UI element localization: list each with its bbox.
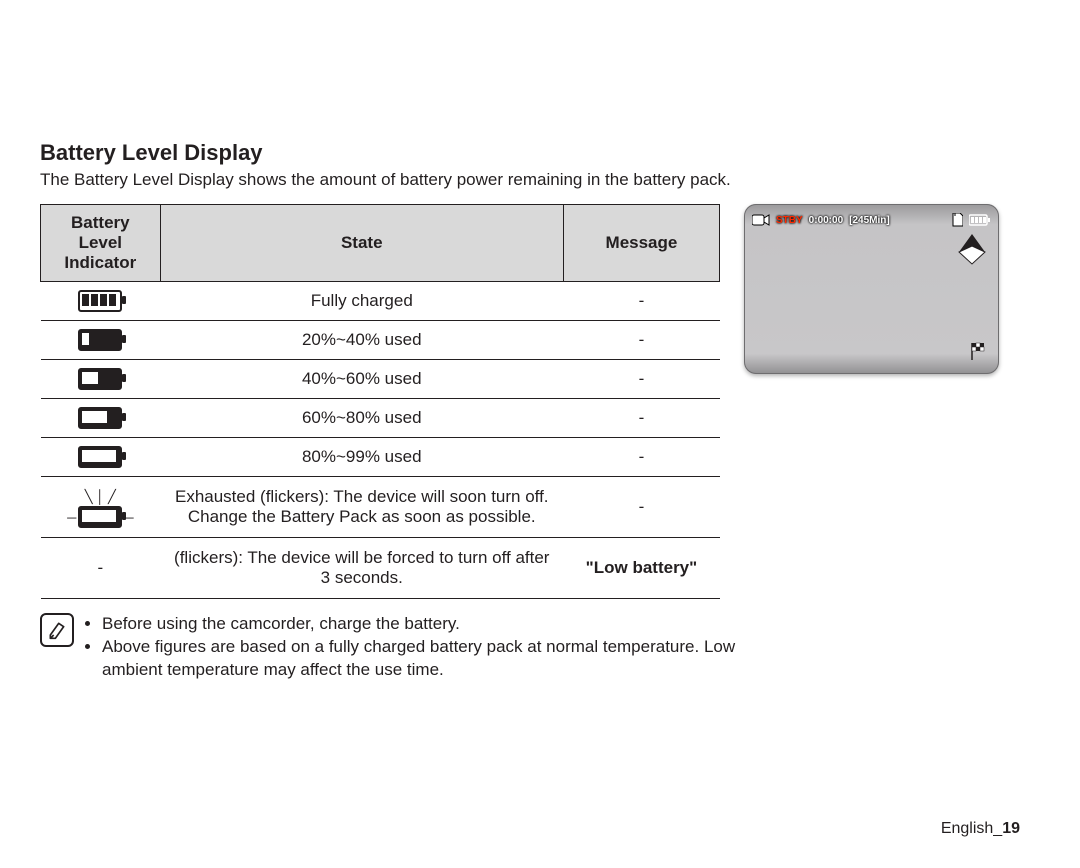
state-cell: (flickers): The device will be forced to… [160,538,563,599]
table-row: 60%~80% used - [41,399,720,438]
th-state: State [160,205,563,282]
lcd-preview: STBY 0:00:00 [245Min] [744,204,999,374]
note-item: Above figures are based on a fully charg… [102,636,760,682]
checkered-flag-icon [969,341,989,366]
state-cell: 40%~60% used [160,360,563,399]
message-cell: - [563,282,719,321]
state-cell: 20%~40% used [160,321,563,360]
battery-small-icon [969,214,991,226]
compass-icon [955,232,989,271]
table-row: 40%~60% used - [41,360,720,399]
message-cell: - [563,438,719,477]
table-row: 20%~40% used - [41,321,720,360]
battery-icon-3 [41,321,161,360]
footer-lang: English [941,820,993,837]
note-icon [40,613,74,647]
page-title: Battery Level Display [40,140,1040,166]
table-row: - (flickers): The device will be forced … [41,538,720,599]
note-item: Before using the camcorder, charge the b… [102,613,760,636]
table-row: ╲ │ ╱ ─ ─ Exhausted (flickers): The devi… [41,477,720,538]
battery-icon-2 [41,360,161,399]
state-cell: Exhausted (flickers): The device will so… [160,477,563,538]
message-cell: - [563,321,719,360]
page-footer: English_19 [941,820,1020,838]
battery-icon-none: - [41,538,161,599]
message-cell: "Low battery" [563,538,719,599]
camcorder-icon [752,213,770,227]
battery-icon-flash: ╲ │ ╱ ─ ─ [41,477,161,538]
table-row: Fully charged - [41,282,720,321]
state-cell: 80%~99% used [160,438,563,477]
message-cell: - [563,399,719,438]
battery-table: BatteryLevelIndicator State Message Full… [40,204,720,599]
state-cell: 60%~80% used [160,399,563,438]
sd-card-icon [951,213,963,227]
message-cell: - [563,477,719,538]
footer-page: 19 [1002,820,1020,837]
notes-block: Before using the camcorder, charge the b… [40,613,760,682]
rec-label: STBY [776,215,803,226]
battery-icon-0 [41,438,161,477]
th-message: Message [563,205,719,282]
th-indicator: BatteryLevelIndicator [41,205,161,282]
remaining-label: [245Min] [849,215,890,226]
table-row: 80%~99% used - [41,438,720,477]
time-label: 0:00:00 [809,215,843,226]
message-cell: - [563,360,719,399]
battery-icon-1 [41,399,161,438]
battery-icon-full [41,282,161,321]
state-cell: Fully charged [160,282,563,321]
page-subtitle: The Battery Level Display shows the amou… [40,170,1040,190]
